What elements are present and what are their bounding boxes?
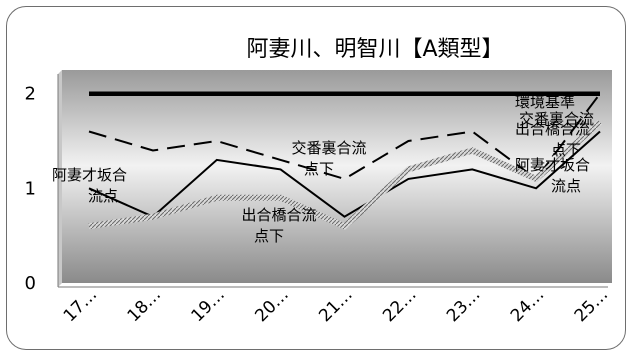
plot-side-wall xyxy=(58,70,62,287)
x-tick-label: 18… xyxy=(124,285,165,326)
series-line-2 xyxy=(88,93,601,181)
annotation-label: 阿妻才坂合流点 xyxy=(515,156,590,195)
annotation-label: 阿妻才坂合流点 xyxy=(52,166,127,205)
x-tick-label: 17… xyxy=(60,285,101,326)
annotation-label: 環境基準 xyxy=(515,93,575,111)
x-tick-label: 20… xyxy=(251,285,292,326)
chart-title: 阿妻川、明智川【A類型】 xyxy=(246,37,503,62)
x-tick-label: 22… xyxy=(379,285,420,326)
series-line-3 xyxy=(88,130,601,218)
annotation-label: 出合橋合流点下 xyxy=(515,120,590,159)
x-tick-label: 23… xyxy=(443,285,484,326)
x-tick-label: 25… xyxy=(571,285,612,326)
y-tick-label: 0 xyxy=(25,273,36,294)
annotation-label: 出合橋合流点下 xyxy=(241,206,316,245)
annotation-label: 交番裏合流 xyxy=(519,110,594,128)
y-tick-label: 2 xyxy=(25,84,36,105)
series-line-4 xyxy=(88,119,602,230)
x-tick-label: 24… xyxy=(507,285,548,326)
x-tick-label: 19… xyxy=(187,285,228,326)
annotation-label: 交番裏合流点下 xyxy=(291,139,366,178)
x-tick-label: 21… xyxy=(315,285,356,326)
y-tick-label: 1 xyxy=(25,178,36,199)
